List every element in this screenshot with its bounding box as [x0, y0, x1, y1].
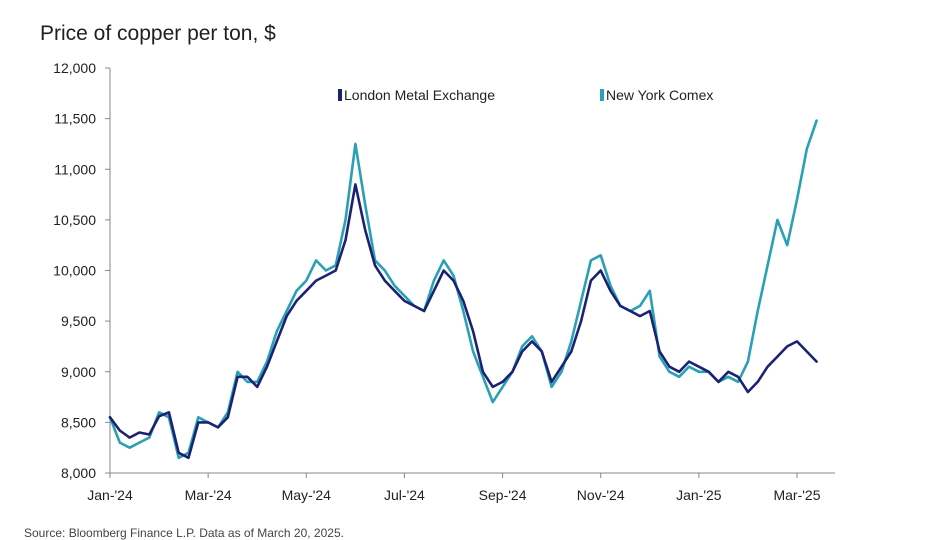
y-tick-label: 10,500	[53, 212, 96, 228]
y-tick-label: 12,000	[53, 60, 96, 76]
legend-label-london-metal-exchange: London Metal Exchange	[344, 87, 495, 103]
chart-title: Price of copper per ton, $	[40, 22, 276, 45]
x-tick-label: Mar-'24	[185, 487, 232, 503]
series-line-london-metal-exchange	[108, 183, 818, 460]
x-tick-label: Nov-'24	[577, 487, 625, 503]
x-tick-label: May-'24	[282, 487, 332, 503]
y-tick-label: 11,500	[54, 111, 96, 127]
x-tick-label: Jan-'24	[87, 487, 133, 503]
source-note: Source: Bloomberg Finance L.P. Data as o…	[24, 526, 344, 540]
legend-label-new-york-comex: New York Comex	[606, 87, 713, 103]
x-tick-label: Jan-'25	[676, 487, 722, 503]
x-tick-label: Mar-'25	[773, 487, 820, 503]
y-tick-label: 9,000	[61, 364, 96, 380]
y-tick-label: 10,000	[53, 263, 96, 279]
y-tick-label: 9,500	[61, 313, 96, 329]
y-tick-label: 8,000	[61, 465, 96, 481]
legend-swatch-london-metal-exchange	[338, 89, 342, 101]
series-line-new-york-comex	[108, 119, 818, 460]
y-tick-label: 11,000	[54, 161, 96, 177]
x-tick-label: Sep-'24	[479, 487, 527, 503]
legend-swatch-new-york-comex	[600, 89, 604, 101]
y-tick-label: 8,500	[61, 414, 96, 430]
x-tick-label: Jul-'24	[384, 487, 425, 503]
